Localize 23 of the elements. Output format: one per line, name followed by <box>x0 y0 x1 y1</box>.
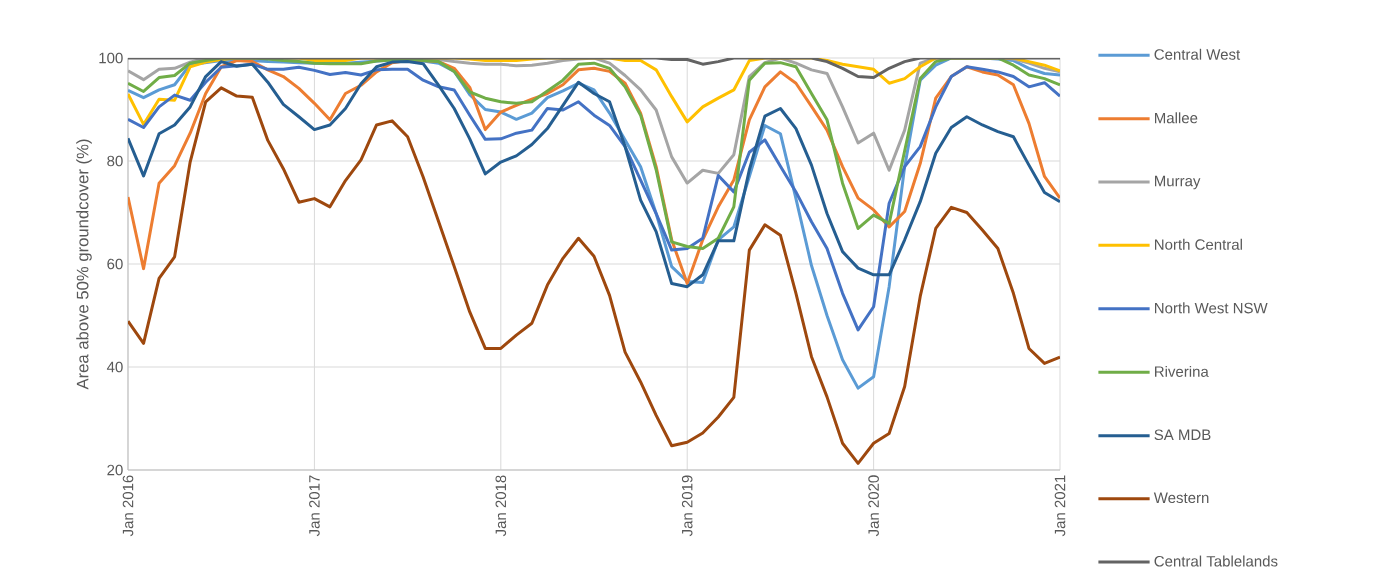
y-tick-label: 80 <box>107 155 123 167</box>
x-tick-label: Jan 2018 <box>495 475 507 537</box>
legend-label: North Central <box>1155 238 1242 250</box>
x-tick-label: Jan 2017 <box>309 475 320 537</box>
x-tick-label: Jan 2020 <box>868 475 879 537</box>
legend-label: Mallee <box>1155 112 1198 124</box>
line-series <box>128 62 1061 332</box>
legend-label: Riverina <box>1155 365 1209 377</box>
legend-label: Murray <box>1155 175 1201 190</box>
x-tick-label: Jan 2019 <box>681 475 693 537</box>
x-tick-label: Jan 2016 <box>122 475 134 537</box>
legend-label: Central Tablelands <box>1154 555 1278 567</box>
y-tick-label: 60 <box>107 258 123 270</box>
y-tick-label: 100 <box>99 52 123 64</box>
legend-label: Western <box>1153 492 1209 504</box>
y-axis-title: Area above 50% groundcover (%) <box>76 139 92 390</box>
y-tick-label: 40 <box>106 361 123 373</box>
x-tick-label: Jan 2021 <box>1054 475 1066 537</box>
legend-label: North West NSW <box>1155 302 1268 314</box>
legend-label: Central West <box>1154 48 1241 60</box>
y-tick-label: 20 <box>107 464 123 476</box>
legend-label: SA MDB <box>1154 429 1211 441</box>
line-series <box>128 86 1061 465</box>
